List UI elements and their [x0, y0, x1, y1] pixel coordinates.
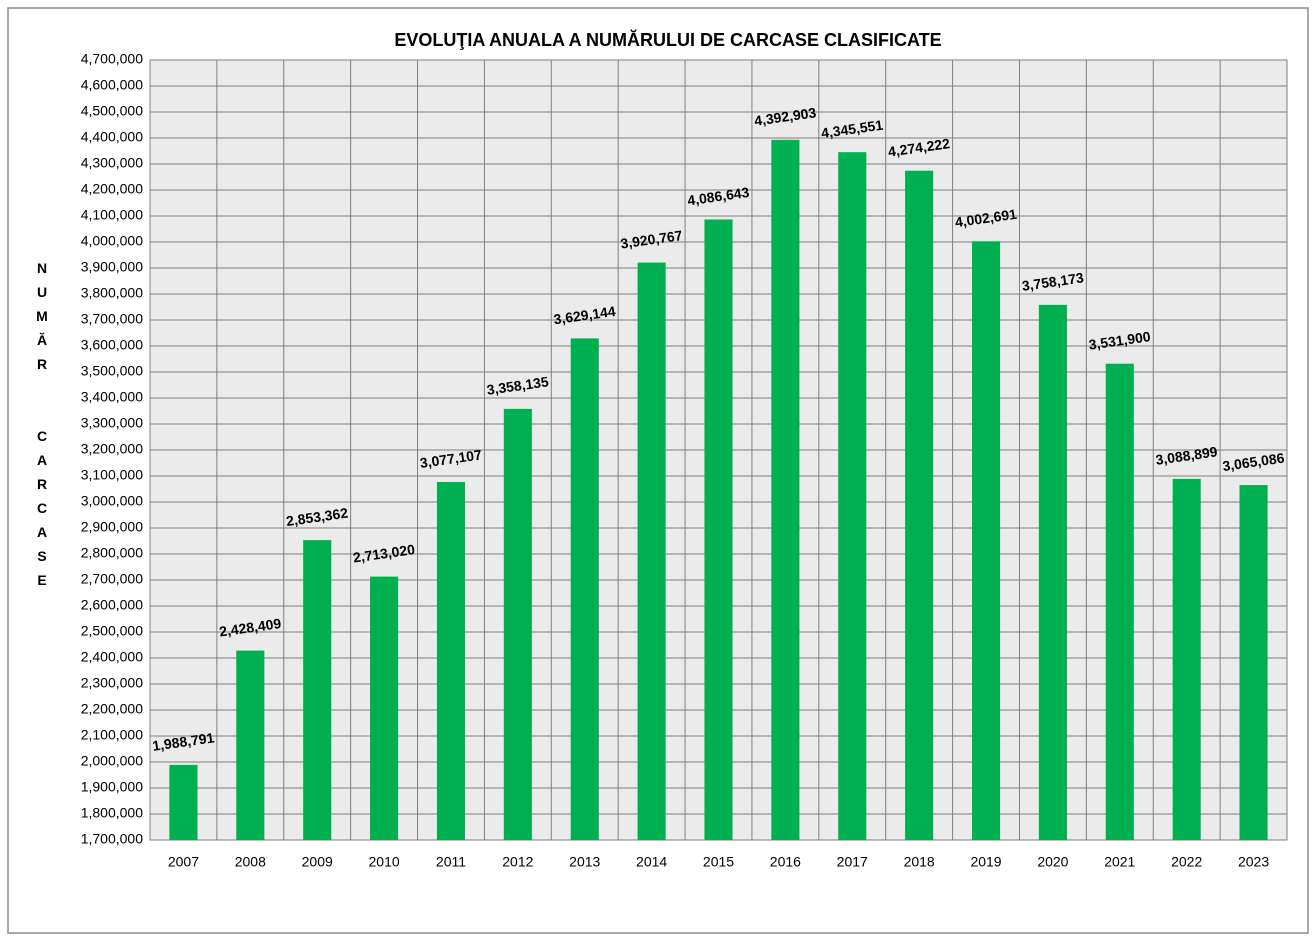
- y-tick-label: 2,300,000: [81, 675, 143, 691]
- bar: [1172, 478, 1201, 840]
- x-tick-label: 2013: [569, 854, 600, 870]
- y-tick-label: 3,600,000: [81, 337, 143, 353]
- bar: [704, 219, 733, 840]
- x-tick-label: 2018: [904, 854, 935, 870]
- y-tick-label: 1,900,000: [81, 779, 143, 795]
- x-tick-label: 2016: [770, 854, 801, 870]
- x-tick-label: 2021: [1104, 854, 1135, 870]
- x-tick-label: 2011: [436, 854, 466, 870]
- y-tick-label: 2,200,000: [81, 701, 143, 717]
- y-tick-label: 4,500,000: [81, 103, 143, 119]
- chart-title: EVOLUŢIA ANUALA A NUMĂRULUI DE CARCASE C…: [394, 29, 941, 50]
- y-tick-label: 2,900,000: [81, 519, 143, 535]
- bar: [1239, 485, 1268, 840]
- y-tick-label: 3,200,000: [81, 441, 143, 457]
- bar: [570, 338, 599, 840]
- bar: [905, 170, 934, 841]
- y-tick-label: 2,500,000: [81, 623, 143, 639]
- y-tick-label: 4,000,000: [81, 233, 143, 249]
- bar: [971, 241, 1001, 840]
- bar: [169, 764, 198, 840]
- bar: [838, 152, 867, 840]
- y-tick-label: 2,700,000: [81, 571, 143, 587]
- y-tick-label: 4,200,000: [81, 181, 143, 197]
- y-tick-label: 2,400,000: [81, 649, 143, 665]
- y-tick-label: 3,300,000: [81, 415, 143, 431]
- bar: [1038, 304, 1067, 841]
- y-tick-label: 2,800,000: [81, 545, 143, 561]
- x-tick-label: 2012: [502, 854, 533, 870]
- x-tick-label: 2022: [1171, 854, 1202, 870]
- y-tick-label: 3,400,000: [81, 389, 143, 405]
- x-tick-label: 2019: [970, 854, 1001, 870]
- y-tick-label: 4,600,000: [81, 77, 143, 93]
- bar: [370, 576, 399, 840]
- x-tick-label: 2007: [168, 854, 199, 870]
- y-tick-label: 3,800,000: [81, 285, 143, 301]
- y-tick-label: 2,600,000: [81, 597, 143, 613]
- y-tick-label: 3,700,000: [81, 311, 143, 327]
- y-axis-label: NUMĂR CARCASE: [34, 260, 50, 596]
- bar: [637, 262, 666, 840]
- y-tick-label: 3,500,000: [81, 363, 143, 379]
- bar: [236, 650, 265, 840]
- x-tick-label: 2017: [837, 854, 868, 870]
- bar: [436, 481, 466, 840]
- x-tick-label: 2020: [1037, 854, 1068, 870]
- y-tick-label: 1,700,000: [81, 831, 143, 847]
- x-tick-label: 2015: [703, 854, 734, 870]
- bar: [771, 139, 800, 840]
- x-tick-label: 2014: [636, 854, 667, 870]
- x-tick-label: 2010: [369, 854, 400, 870]
- y-tick-label: 2,000,000: [81, 753, 143, 769]
- y-tick-label: 4,300,000: [81, 155, 143, 171]
- bar: [303, 540, 332, 840]
- y-tick-label: 3,900,000: [81, 259, 143, 275]
- x-tick-label: 2009: [302, 854, 333, 870]
- bar: [1105, 363, 1134, 840]
- x-tick-label: 2008: [235, 854, 266, 870]
- y-tick-label: 4,100,000: [81, 207, 143, 223]
- y-tick-label: 2,100,000: [81, 727, 143, 743]
- y-tick-label: 3,000,000: [81, 493, 143, 509]
- y-tick-label: 3,100,000: [81, 467, 143, 483]
- bar: [503, 408, 532, 840]
- y-tick-label: 4,400,000: [81, 129, 143, 145]
- y-tick-label: 4,700,000: [81, 51, 143, 67]
- x-tick-label: 2023: [1238, 854, 1269, 870]
- y-tick-label: 1,800,000: [81, 805, 143, 821]
